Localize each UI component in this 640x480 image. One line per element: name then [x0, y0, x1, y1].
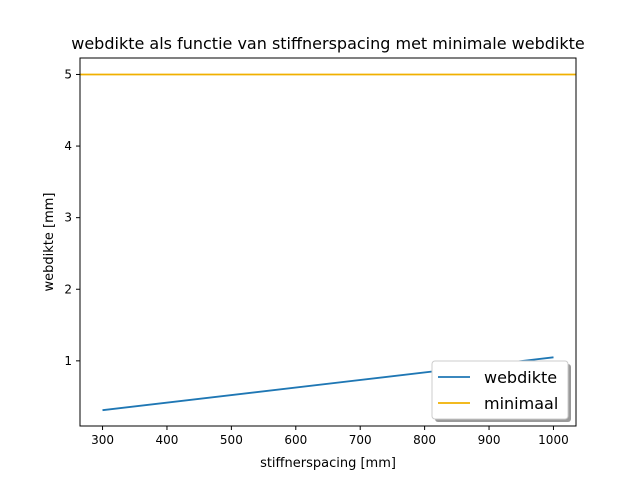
x-tick-label-1000: 1000 — [538, 433, 569, 447]
y-tick-label-3: 3 — [64, 211, 72, 225]
axes: 300 400 500 600 700 800 900 1000 1 2 3 4 5 — [64, 57, 577, 447]
x-tick-label-800: 800 — [413, 433, 436, 447]
x-tick-label-300: 300 — [91, 433, 114, 447]
x-tick-label-400: 400 — [156, 433, 179, 447]
y-tick-label-5: 5 — [64, 67, 72, 81]
y-axis-label: webdikte [mm] — [42, 193, 57, 292]
legend: webdikte minimaal — [431, 360, 571, 422]
chart-title: webdikte als functie van stiffnerspacing… — [71, 34, 585, 53]
x-axis-label: stiffnerspacing [mm] — [260, 456, 396, 471]
y-tick-label-1: 1 — [64, 354, 72, 368]
y-tick-label-4: 4 — [64, 139, 72, 153]
x-tick-label-600: 600 — [284, 433, 307, 447]
axes-frame — [79, 57, 577, 427]
legend-label-minimaal: minimaal — [484, 394, 558, 413]
legend-label-webdikte: webdikte — [484, 368, 557, 387]
x-tick-label-700: 700 — [349, 433, 372, 447]
x-tick-label-900: 900 — [478, 433, 501, 447]
x-tick-label-500: 500 — [220, 433, 243, 447]
legend-box — [431, 360, 569, 420]
y-tick-label-2: 2 — [64, 282, 72, 296]
